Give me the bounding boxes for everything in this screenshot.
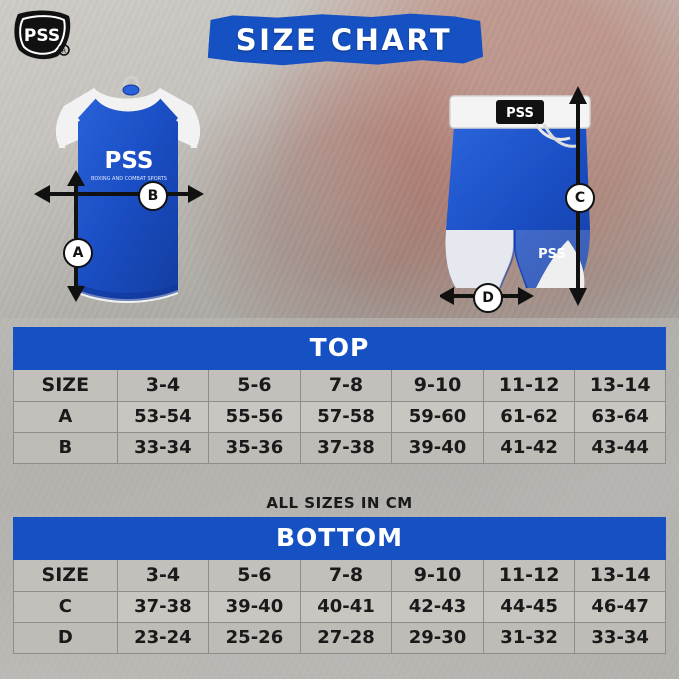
table-title-row: BOTTOM: [13, 517, 666, 560]
cell-c-3-4: 37-38: [116, 591, 210, 623]
row-label-a: A: [13, 401, 118, 433]
cell-a-5-6: 55-56: [208, 401, 301, 433]
cell-c-7-8: 40-41: [299, 591, 393, 623]
cell-d-11-12: 31-32: [482, 622, 576, 654]
cell-c-11-12: 44-45: [482, 591, 576, 623]
table-row: B 33-34 35-36 37-38 39-40 41-42 43-44: [13, 432, 666, 464]
column-header-9-10: 9-10: [391, 369, 484, 402]
measure-badge-b: B: [138, 181, 168, 211]
boxing-shorts-image: PSS PSS C D: [440, 80, 625, 313]
bottom-size-table-wrapper: BOTTOM SIZE 3-4 5-6 7-8 9-10 11-12 13-14…: [13, 517, 666, 654]
page-title: SIZE CHART: [235, 23, 453, 57]
table-header-row: SIZE 3-4 5-6 7-8 9-10 11-12 13-14: [13, 369, 666, 402]
svg-text:PSS: PSS: [538, 247, 566, 262]
cell-d-13-14: 33-34: [574, 622, 666, 654]
column-header-size: SIZE: [13, 559, 118, 592]
column-header-7-8: 7-8: [299, 369, 393, 402]
column-header-11-12: 11-12: [482, 369, 576, 402]
table-row: A 53-54 55-56 57-58 59-60 61-62 63-64: [13, 401, 666, 433]
cell-b-9-10: 39-40: [391, 432, 484, 464]
bottom-table-title: BOTTOM: [13, 517, 666, 560]
svg-text:PSS: PSS: [24, 26, 60, 46]
table-title-row: TOP: [13, 327, 666, 370]
measure-badge-a: A: [63, 238, 93, 268]
vest-measure-arrows: [34, 170, 204, 302]
column-header-size: SIZE: [13, 369, 118, 402]
all-sizes-note: ALL SIZES IN CM: [266, 494, 413, 512]
measure-badge-c: C: [565, 183, 595, 213]
cell-b-7-8: 37-38: [299, 432, 393, 464]
column-header-13-14: 13-14: [574, 559, 666, 592]
cell-c-9-10: 42-43: [391, 591, 484, 623]
column-header-9-10: 9-10: [391, 559, 484, 592]
cell-a-3-4: 53-54: [116, 401, 210, 433]
banner-brush-shape: [207, 13, 483, 66]
column-header-3-4: 3-4: [116, 369, 210, 402]
bottom-size-table: BOTTOM SIZE 3-4 5-6 7-8 9-10 11-12 13-14…: [13, 517, 666, 654]
cell-d-5-6: 25-26: [208, 622, 301, 654]
column-header-3-4: 3-4: [116, 559, 210, 592]
cell-d-9-10: 29-30: [391, 622, 484, 654]
column-header-13-14: 13-14: [574, 369, 666, 402]
top-size-table-wrapper: TOP SIZE 3-4 5-6 7-8 9-10 11-12 13-14 A …: [13, 327, 666, 464]
svg-text:BOXING AND COMBAT SPORTS: BOXING AND COMBAT SPORTS: [91, 176, 167, 182]
svg-text:PSS: PSS: [506, 106, 534, 121]
row-label-b: B: [13, 432, 118, 464]
row-label-c: C: [13, 591, 118, 623]
column-header-7-8: 7-8: [299, 559, 393, 592]
measure-badge-d: D: [473, 283, 503, 313]
svg-text:R: R: [62, 48, 66, 55]
title-banner: SIZE CHART: [205, 12, 483, 68]
cell-a-7-8: 57-58: [299, 401, 393, 433]
shorts-measure-arrows: [440, 86, 587, 306]
cell-d-3-4: 23-24: [116, 622, 210, 654]
cell-a-9-10: 59-60: [391, 401, 484, 433]
cell-a-11-12: 61-62: [482, 401, 576, 433]
brand-logo: PSS R: [12, 10, 74, 62]
column-header-5-6: 5-6: [208, 559, 301, 592]
top-size-table: TOP SIZE 3-4 5-6 7-8 9-10 11-12 13-14 A …: [13, 327, 666, 464]
cell-b-3-4: 33-34: [116, 432, 210, 464]
column-header-11-12: 11-12: [482, 559, 576, 592]
cell-a-13-14: 63-64: [574, 401, 666, 433]
table-row: D 23-24 25-26 27-28 29-30 31-32 33-34: [13, 622, 666, 654]
row-label-d: D: [13, 622, 118, 654]
cell-d-7-8: 27-28: [299, 622, 393, 654]
cell-b-11-12: 41-42: [482, 432, 576, 464]
boxing-vest-image: PSS BOXING AND COMBAT SPORTS B A: [26, 66, 231, 316]
svg-text:PSS: PSS: [105, 148, 154, 174]
cell-b-5-6: 35-36: [208, 432, 301, 464]
cell-c-13-14: 46-47: [574, 591, 666, 623]
top-table-title: TOP: [13, 327, 666, 370]
cell-b-13-14: 43-44: [574, 432, 666, 464]
column-header-5-6: 5-6: [208, 369, 301, 402]
table-header-row: SIZE 3-4 5-6 7-8 9-10 11-12 13-14: [13, 559, 666, 592]
cell-c-5-6: 39-40: [208, 591, 301, 623]
table-row: C 37-38 39-40 40-41 42-43 44-45 46-47: [13, 591, 666, 623]
